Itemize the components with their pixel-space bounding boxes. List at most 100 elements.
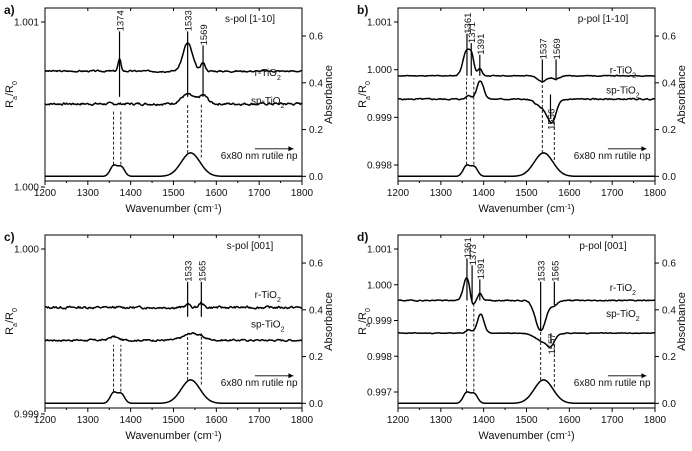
left-tick-label: 0.998 [367, 352, 392, 363]
x-tick-label: 1800 [644, 415, 667, 426]
peak-marker-label: 1371 [467, 22, 478, 43]
y-axis-label-right: Absorbance [676, 65, 688, 124]
x-tick-label: 1300 [430, 188, 453, 199]
right-tick-label: 0.4 [309, 78, 323, 89]
right-tick-label: 0.6 [662, 259, 676, 270]
right-tick-label: 0.6 [309, 259, 323, 270]
left-tick-label: 0.999 [14, 410, 39, 421]
x-tick-label: 1200 [387, 188, 410, 199]
series-line-rutile-np [398, 379, 655, 405]
panel-c: 1200 1300 1400 1500 1600 1700 1800 0.6 0.4 0.2 0.0… [4, 230, 335, 442]
y-axis-label-left: Ra/R0 [357, 81, 372, 108]
peak-marker-label: 1565 [197, 261, 208, 282]
peak-marker-label: 1391 [476, 34, 487, 55]
x-tick-label: 1800 [644, 188, 667, 199]
y-axis-label-right: Absorbance [323, 65, 335, 124]
left-tick-label: 0.997 [367, 388, 392, 399]
peak-marker-label: 1361 [463, 13, 474, 34]
x-tick-label: 1500 [515, 188, 538, 199]
x-tick-label: 1700 [601, 415, 624, 426]
peak-marker-label: 1533 [184, 10, 195, 31]
right-tick-label: 0.0 [309, 172, 323, 183]
x-tick-label: 1600 [558, 415, 581, 426]
y-axis-label-left: Ra/R0 [4, 81, 19, 108]
x-tick-label: 1300 [430, 415, 453, 426]
series-label: 6x80 nm rutile np [221, 378, 298, 389]
right-tick-label: 0.4 [662, 305, 676, 316]
series-line-sp-tio2 [44, 92, 303, 107]
peak-marker-label: 1391 [476, 258, 487, 279]
x-tick-label: 1600 [205, 188, 228, 199]
x-tick-label: 1500 [162, 415, 185, 426]
right-tick-label: 0.4 [309, 305, 323, 316]
series-line-rutile-np [45, 379, 302, 405]
left-tick-label: 0.998 [367, 161, 392, 172]
series-line-rutile-np [45, 152, 302, 178]
y-axis-label-right: Absorbance [323, 292, 335, 351]
right-tick-label: 0.2 [309, 352, 323, 363]
peak-marker-label: 1374 [116, 10, 127, 31]
panel-label: a) [4, 3, 15, 17]
peak-marker-label: 1556 [546, 109, 557, 130]
x-tick-label: 1200 [34, 415, 57, 426]
series-label: sp-TiO2 [606, 85, 640, 99]
series-line-r-tio2 [44, 301, 303, 310]
right-tick-label: 0.2 [662, 125, 676, 136]
series-label: r-TiO2 [610, 283, 636, 297]
x-tick-label: 1500 [162, 188, 185, 199]
series-label: 6x80 nm rutile np [574, 378, 651, 389]
series-label: r-TiO2 [610, 65, 636, 79]
right-tick-label: 0.6 [309, 32, 323, 43]
x-tick-label: 1700 [248, 415, 271, 426]
panel-title: s-pol [001] [227, 241, 274, 252]
x-tick-label: 1200 [34, 188, 57, 199]
left-tick-label: 1.000 [14, 245, 39, 256]
x-tick-label: 1200 [387, 415, 410, 426]
right-tick-label: 0.2 [662, 352, 676, 363]
x-axis-label: Wavenumber (cm-1) [478, 430, 574, 442]
series-line-sp-tio2 [397, 313, 656, 349]
arrow-icon [288, 373, 294, 379]
series-line-r-tio2 [397, 48, 656, 83]
x-tick-label: 1800 [291, 188, 314, 199]
panel-title: s-pol [1-10] [225, 14, 275, 25]
left-tick-label: 1.001 [367, 245, 392, 256]
x-axis-label: Wavenumber (cm-1) [125, 203, 221, 215]
peak-marker-label: 1373 [468, 244, 479, 265]
right-tick-label: 0.6 [662, 32, 676, 43]
x-tick-label: 1300 [77, 415, 100, 426]
right-tick-label: 0.0 [309, 399, 323, 410]
series-line-sp-tio2 [44, 332, 303, 343]
peak-marker-label: 1533 [184, 261, 195, 282]
series-label: sp-TiO2 [251, 96, 285, 110]
left-tick-label: 0.999 [367, 316, 392, 327]
x-tick-label: 1700 [601, 188, 624, 199]
left-tick-label: 1.001 [14, 18, 39, 29]
x-tick-label: 1400 [473, 188, 496, 199]
x-axis-label: Wavenumber (cm-1) [125, 430, 221, 442]
left-tick-label: 1.001 [367, 18, 392, 29]
panel-label: b) [357, 3, 368, 17]
peak-marker-label: 1533 [537, 261, 548, 282]
left-tick-label: 1.000 [14, 183, 39, 194]
left-tick-label: 1.000 [367, 280, 392, 291]
panel-a: 1200 1300 1400 1500 1600 1700 1800 0.6 0.4 0.2 0.0… [4, 3, 335, 215]
peak-marker-label: 1569 [552, 38, 563, 59]
arrow-icon [641, 146, 647, 152]
y-axis-label-left: Ra/R0 [357, 308, 372, 335]
y-axis-label-left: Ra/R0 [4, 308, 19, 335]
x-axis-label: Wavenumber (cm-1) [478, 203, 574, 215]
left-tick-label: 1.000 [367, 65, 392, 76]
x-tick-label: 1400 [120, 188, 143, 199]
series-label: sp-TiO2 [606, 309, 640, 323]
series-label: 6x80 nm rutile np [221, 151, 298, 162]
x-tick-label: 1400 [473, 415, 496, 426]
series-line-sp-tio2 [397, 80, 656, 124]
panel-d: 1200 1300 1400 1500 1600 1700 1800 0.6 0.4 0.2 0.0… [357, 230, 688, 442]
series-line-rutile-np [398, 152, 655, 178]
x-tick-label: 1300 [77, 188, 100, 199]
right-tick-label: 0.4 [662, 78, 676, 89]
panel-b: 1200 1300 1400 1500 1600 1700 1800 0.6 0.4 0.2 0.0… [357, 3, 688, 215]
arrow-icon [641, 373, 647, 379]
peak-marker-label: 1569 [199, 24, 210, 45]
